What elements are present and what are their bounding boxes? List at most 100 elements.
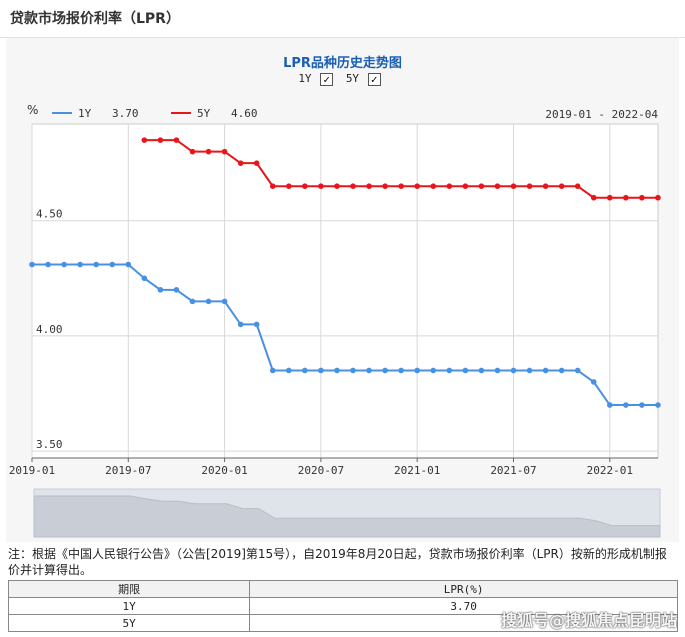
data-point — [205, 298, 212, 305]
data-point — [382, 183, 388, 189]
data-point — [221, 298, 228, 305]
data-point — [157, 287, 164, 293]
x-tick-label: 2020-07 — [298, 464, 344, 477]
legend-series-name: 5Y — [197, 107, 211, 120]
x-tick-label: 2019-07 — [105, 464, 151, 477]
series-toggles: 1Y ✓ 5Y ✓ — [0, 72, 685, 86]
data-point — [542, 183, 549, 189]
data-point — [607, 402, 613, 408]
data-point — [286, 367, 292, 374]
x-tick-label: 2022-01 — [587, 464, 633, 477]
data-point — [77, 261, 83, 268]
date-range-label: 2019-01 - 2022-04 — [545, 108, 658, 121]
x-tick-label: 2019-01 — [9, 464, 55, 477]
header-lpr: LPR(%) — [249, 580, 678, 598]
toggle-5y-checkbox[interactable]: ✓ — [367, 72, 381, 86]
data-point — [446, 367, 453, 374]
data-point — [414, 183, 421, 189]
data-point — [318, 367, 324, 374]
data-point — [655, 402, 661, 408]
data-point — [173, 287, 180, 293]
data-point — [286, 183, 292, 189]
data-point — [61, 261, 67, 268]
data-point — [125, 261, 132, 268]
toggle-1y-label: 1Y — [298, 72, 312, 85]
data-point — [494, 367, 501, 374]
data-point — [221, 148, 228, 155]
axes: 4.50 4.00 3.50 2019-01 2019-07 2020-01 2020-07… — [9, 103, 658, 477]
navigator-area — [33, 495, 661, 538]
data-point — [189, 148, 196, 155]
data-point — [558, 367, 565, 374]
data-point — [141, 275, 148, 282]
data-point — [526, 367, 533, 374]
data-point — [141, 137, 148, 143]
series-line-1Y — [32, 263, 658, 407]
x-tick-label: 2020-01 — [201, 464, 247, 477]
data-point — [398, 367, 404, 374]
data-point — [590, 194, 597, 201]
y-tick-label: 3.50 — [36, 438, 63, 451]
data-point — [318, 183, 324, 189]
data-point — [237, 160, 244, 166]
data-point — [237, 321, 244, 328]
data-point — [607, 194, 613, 201]
toggle-1y-checkbox[interactable]: ✓ — [320, 72, 334, 86]
data-point — [366, 367, 372, 374]
data-point — [350, 183, 356, 189]
y-unit-label: % — [27, 103, 38, 117]
y-tick-label: 4.00 — [36, 323, 63, 336]
data-point — [639, 402, 645, 408]
page-title: 贷款市场报价利率（LPR） — [10, 11, 180, 27]
table-row: 1Y 3.70 — [7, 597, 678, 615]
x-tick-label: 2021-07 — [490, 464, 536, 477]
plot-area — [31, 123, 659, 459]
data-point — [253, 321, 260, 328]
data-point — [494, 183, 501, 189]
data-point — [574, 183, 581, 189]
legend-latest-value: 4.60 — [231, 107, 258, 120]
data-point — [542, 367, 549, 374]
data-point — [269, 183, 276, 189]
data-point — [590, 379, 597, 385]
data-point — [510, 183, 517, 189]
data-point — [574, 367, 581, 374]
cell-rate: 3.70 — [249, 597, 678, 615]
data-point — [157, 137, 164, 143]
data-point — [382, 367, 388, 374]
data-point — [510, 367, 517, 374]
data-point — [173, 137, 180, 143]
data-point — [253, 160, 260, 166]
data-point — [414, 367, 421, 374]
chart-title: LPR品种历史走势图 — [283, 56, 402, 71]
data-point — [334, 367, 340, 374]
grid-lines — [31, 123, 659, 459]
data-point — [623, 402, 629, 408]
cell-term: 5Y — [7, 614, 251, 632]
footnote: 注：根据《中国人民银行公告》（公告[2019]第15号），自2019年8月20日… — [8, 547, 667, 577]
data-point — [430, 183, 437, 189]
data-point — [462, 183, 469, 189]
cell-term: 1Y — [7, 597, 251, 615]
data-point — [446, 183, 453, 189]
table-header-row: 期限 LPR(%) — [7, 580, 678, 598]
lpr-chart: 4.50 4.00 3.50 2019-01 2019-07 2020-01 2020-07… — [9, 103, 661, 538]
data-point — [269, 367, 276, 374]
legend: 2019-01 - 2022-04 1Y 3.70 5Y 4.60 — [52, 107, 658, 121]
data-point — [205, 148, 212, 155]
header-term: 期限 — [7, 580, 251, 598]
legend-series-name: 1Y — [78, 107, 92, 120]
legend-latest-value: 3.70 — [112, 107, 139, 120]
watermark: 搜狐号@搜狐焦点昆明站 — [500, 611, 677, 630]
range-navigator[interactable] — [33, 488, 661, 538]
data-point — [398, 183, 404, 189]
data-point — [430, 367, 437, 374]
data-point — [478, 183, 485, 189]
x-tick-label: 2021-01 — [394, 464, 440, 477]
series-layer — [29, 137, 661, 408]
data-point — [639, 194, 645, 201]
data-point — [189, 298, 196, 305]
data-point — [302, 367, 308, 374]
toggle-5y-label: 5Y — [345, 72, 360, 85]
data-point — [655, 194, 661, 201]
